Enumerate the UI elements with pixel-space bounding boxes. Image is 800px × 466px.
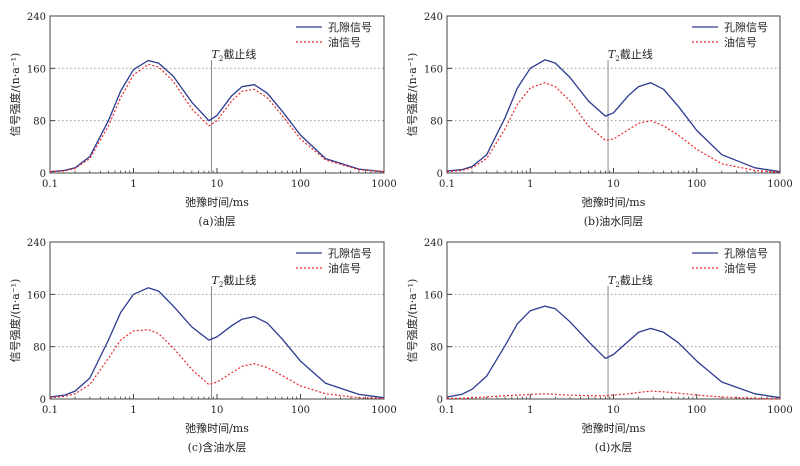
x-tick-label: 100 xyxy=(687,405,706,416)
chart-panel-3: 0.1 1 10 100 1000 0 80 160 240 T2截止线 孔隙信号油信号信号强度/(… xyxy=(8,238,397,454)
x-tick-label: 1 xyxy=(130,405,136,416)
x-tick-label: 0.1 xyxy=(439,405,455,416)
x-axis-label: 弛豫时间/ms xyxy=(185,195,249,209)
x-tick-label: 10 xyxy=(607,405,620,416)
x-tick-label: 100 xyxy=(291,405,310,416)
x-tick-label: 0.1 xyxy=(42,179,58,190)
y-tick-label: 80 xyxy=(33,117,46,128)
x-tick-label: 10 xyxy=(211,405,224,416)
chart-panel-4: 0.1 1 10 100 1000 0 80 160 240 T2截止线 孔隙信号油信号信号强度/(… xyxy=(405,238,793,454)
x-tick-label: 0.1 xyxy=(42,405,58,416)
panel-caption: (d)水层 xyxy=(595,441,633,454)
y-tick-label: 0 xyxy=(437,395,443,406)
cutoff-label: T2截止线 xyxy=(212,273,257,289)
y-axis-label: 信号强度/(n·a⁻¹) xyxy=(405,53,419,137)
legend-label: 孔隙信号 xyxy=(328,20,372,34)
y-tick-label: 0 xyxy=(437,169,443,180)
series-line-pore-signal xyxy=(446,305,781,399)
y-tick-label: 160 xyxy=(424,64,443,75)
series-line-pore-signal xyxy=(49,287,385,399)
chart-panel-1: 0.1 1 10 100 1000 0 80 160 240 T2截止线 孔隙信号油信号信号强度/(… xyxy=(8,12,397,228)
legend-label: 油信号 xyxy=(724,35,757,49)
y-axis-label: 信号强度/(n·a⁻¹) xyxy=(8,279,22,363)
series-line-oil-signal xyxy=(446,82,781,173)
x-tick-label: 10 xyxy=(211,179,224,190)
x-tick-label: 1 xyxy=(130,179,136,190)
y-tick-label: 160 xyxy=(27,64,46,75)
x-tick-label: 0.1 xyxy=(439,179,455,190)
panel-caption: (b)油水同层 xyxy=(584,214,644,228)
legend-label: 孔隙信号 xyxy=(328,246,372,260)
y-tick-label: 160 xyxy=(27,290,46,301)
y-tick-label: 80 xyxy=(430,117,443,128)
y-tick-label: 240 xyxy=(27,238,46,249)
x-tick-label: 100 xyxy=(291,179,310,190)
x-tick-label: 1000 xyxy=(767,179,792,190)
cutoff-label: T2截止线 xyxy=(608,47,653,63)
chart-panel-2: 0.1 1 10 100 1000 0 80 160 240 T2截止线 孔隙信号油信号信号强度/(… xyxy=(405,12,793,228)
cutoff-label: T2截止线 xyxy=(212,47,257,63)
legend-label: 油信号 xyxy=(328,35,361,49)
y-axis-label: 信号强度/(n·a⁻¹) xyxy=(405,279,419,363)
y-tick-label: 240 xyxy=(424,12,443,23)
legend-label: 油信号 xyxy=(328,261,361,275)
y-axis-label: 信号强度/(n·a⁻¹) xyxy=(8,53,22,137)
panel-caption: (c)含油水层 xyxy=(188,440,247,454)
x-axis-label: 弛豫时间/ms xyxy=(582,195,646,209)
x-tick-label: 1 xyxy=(527,179,533,190)
series-line-pore-signal xyxy=(446,59,781,173)
series-line-oil-signal xyxy=(49,63,385,173)
x-axis-label: 弛豫时间/ms xyxy=(185,421,249,435)
cutoff-label: T2截止线 xyxy=(608,273,653,289)
x-tick-label: 1000 xyxy=(767,405,792,416)
legend-label: 油信号 xyxy=(724,261,757,275)
x-axis-label: 弛豫时间/ms xyxy=(582,421,646,435)
x-tick-label: 1000 xyxy=(371,405,396,416)
y-tick-label: 0 xyxy=(40,395,46,406)
series-line-oil-signal xyxy=(447,390,781,400)
y-tick-label: 80 xyxy=(33,343,46,354)
x-tick-label: 10 xyxy=(607,179,620,190)
x-tick-label: 1 xyxy=(527,405,533,416)
y-tick-label: 240 xyxy=(27,12,46,23)
legend-label: 孔隙信号 xyxy=(724,20,768,34)
y-tick-label: 240 xyxy=(424,238,443,249)
x-tick-label: 100 xyxy=(687,179,706,190)
y-tick-label: 160 xyxy=(424,290,443,301)
y-tick-label: 80 xyxy=(430,343,443,354)
series-line-oil-signal xyxy=(49,329,385,399)
legend-label: 孔隙信号 xyxy=(724,246,768,260)
y-tick-label: 0 xyxy=(40,169,46,180)
x-tick-label: 1000 xyxy=(371,179,396,190)
series-line-pore-signal xyxy=(49,59,385,173)
panel-caption: (a)油层 xyxy=(198,214,235,228)
